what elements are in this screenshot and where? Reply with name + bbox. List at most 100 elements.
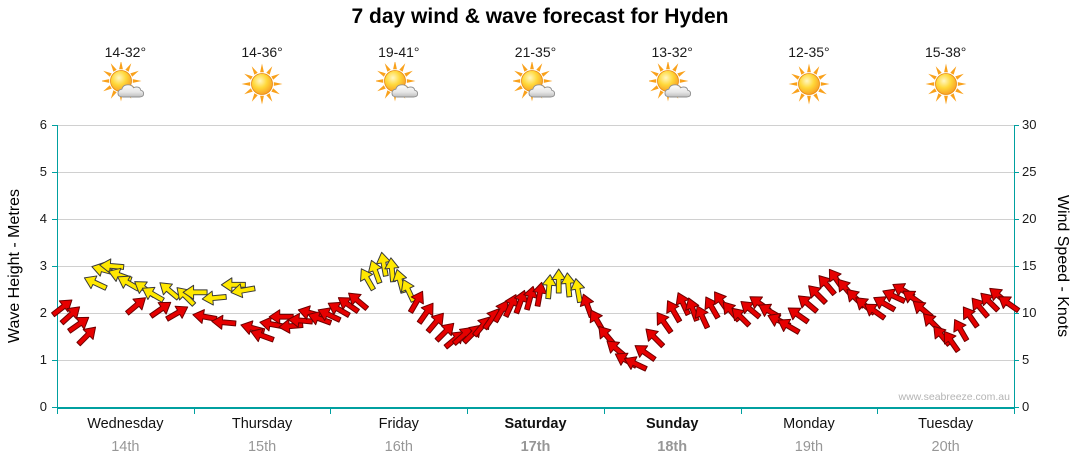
sun-cloud-icon [647, 60, 695, 106]
wind-arrow [146, 295, 176, 323]
wind-arrow [305, 307, 335, 331]
wind-speed-tick-label: 25 [1022, 164, 1037, 179]
bottom-axis-line [57, 407, 1015, 409]
left-axis-tick [52, 407, 57, 408]
right-axis-tick [1014, 313, 1019, 314]
cloud-shape [664, 84, 692, 98]
sunny-icon [786, 62, 832, 106]
wind-arrow [268, 309, 294, 325]
day-date-label: 19th [794, 439, 824, 455]
wind-arrow [956, 302, 984, 332]
wind-arrow [162, 300, 193, 327]
day-temp-range: 14-36° [241, 44, 283, 60]
day-date-label: 14th [111, 439, 140, 455]
grid-line [57, 219, 1014, 220]
day-date-label: 16th [384, 439, 413, 455]
day-temp-range: 19-41° [378, 44, 420, 60]
wind-arrow [783, 301, 813, 329]
day-name-label: Thursday [231, 416, 293, 432]
day-date-label: 17th [520, 439, 551, 455]
grid-line [57, 266, 1014, 267]
right-axis-tick [1014, 172, 1019, 173]
wind-arrow [412, 298, 440, 328]
day-name-label: Wednesday [87, 416, 164, 432]
wind-arrow [171, 281, 201, 311]
wind-arrow [80, 270, 110, 295]
day-boundary-tick [603, 409, 605, 414]
wind-arrow [354, 264, 381, 295]
wind-arrow [508, 287, 532, 317]
wind-speed-tick-label: 10 [1022, 305, 1037, 320]
wind-arrow [210, 313, 237, 331]
day-name-label: Saturday [504, 416, 567, 432]
wind-arrow [220, 277, 246, 293]
right-axis-tick [1014, 125, 1019, 126]
day-name-label: Friday [378, 416, 419, 432]
wind-speed-tick-label: 15 [1022, 258, 1037, 273]
wind-arrow [333, 291, 363, 319]
day-date-label: 15th [247, 439, 277, 455]
wind-arrow [735, 295, 765, 324]
wind-arrow [773, 313, 804, 340]
wind-arrow [640, 323, 670, 353]
wind-arrow [229, 280, 257, 300]
wind-arrow [726, 302, 756, 332]
wind-arrow [660, 296, 687, 327]
sunny-icon [239, 62, 285, 106]
left-axis-tick [52, 172, 57, 173]
wind-arrow [430, 317, 460, 347]
wind-arrow [121, 291, 151, 320]
wind-arrow [182, 284, 208, 300]
day-boundary-tick [877, 409, 879, 414]
wind-arrow [630, 338, 660, 366]
wind-arrow [937, 326, 965, 356]
grid-line [57, 172, 1014, 173]
wind-arrow [498, 290, 523, 320]
cloud-shape [117, 84, 145, 98]
wind-arrow [993, 290, 1023, 318]
right-axis-tick [1014, 219, 1019, 220]
wave-height-tick-label: 3 [39, 258, 47, 273]
wind-arrow [947, 315, 974, 346]
day-boundary-tick [57, 409, 58, 414]
wind-arrow [257, 314, 285, 334]
day-name-label: Tuesday [918, 416, 974, 432]
wind-arrow [690, 302, 715, 332]
wind-arrow [247, 324, 277, 348]
wave-height-tick-label: 0 [39, 399, 47, 414]
wave-height-tick-label: 1 [39, 352, 47, 367]
day-boundary-tick [193, 409, 195, 414]
day-date-label: 20th [931, 439, 960, 455]
wind-arrow [323, 296, 354, 323]
wind-arrow [56, 300, 86, 329]
wave-height-tick-label: 6 [39, 117, 47, 132]
right-axis-line [1014, 125, 1015, 407]
grid-line [57, 313, 1014, 314]
wind-arrow [287, 311, 314, 329]
day-name-label: Monday [783, 416, 835, 432]
wind-speed-tick-label: 20 [1022, 211, 1037, 226]
day-temp-range: 12-35° [788, 44, 830, 60]
day-date-label: 18th [657, 439, 688, 455]
sun-cloud-icon [100, 60, 148, 106]
left-axis-tick [52, 125, 57, 126]
wave-height-tick-label: 2 [39, 305, 47, 320]
cloud-shape [528, 84, 555, 98]
wind-arrow [540, 273, 558, 300]
wind-arrow [72, 321, 102, 351]
right-axis-title: Wind Speed - Knots [1054, 194, 1071, 338]
wind-arrow [47, 293, 77, 322]
wind-arrow [792, 289, 822, 318]
wind-speed-tick-label: 5 [1022, 352, 1030, 367]
page-title: 7 day wind & wave forecast for Hyden [351, 5, 729, 28]
grid-line [57, 125, 1014, 126]
wind-arrow [559, 271, 577, 298]
day-name-label: Sunday [646, 416, 699, 432]
wind-arrow [879, 283, 909, 308]
wind-arrow [965, 292, 994, 322]
wind-arrow [190, 307, 218, 327]
right-axis-tick [1014, 266, 1019, 267]
wind-arrow [314, 302, 344, 327]
wave-height-tick-label: 5 [39, 164, 47, 179]
wind-speed-tick-label: 30 [1022, 117, 1037, 132]
